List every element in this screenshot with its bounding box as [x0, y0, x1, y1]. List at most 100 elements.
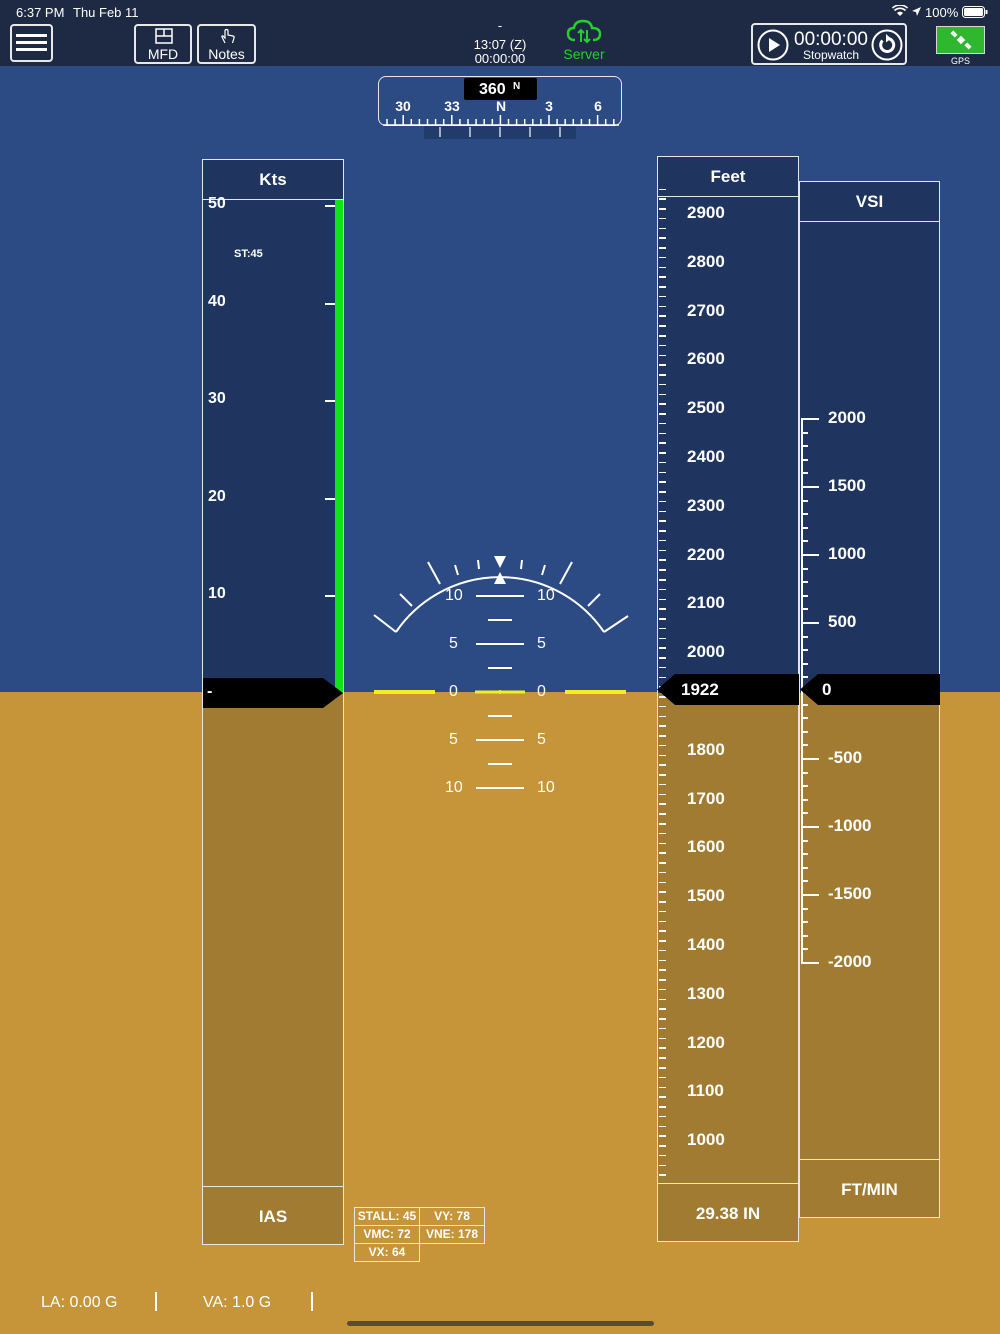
altitude-label: 1400: [687, 935, 725, 954]
altitude-label: 1300: [687, 983, 725, 1003]
stopwatch-panel: 00:00:00 Stopwatch: [751, 23, 907, 65]
location-arrow-icon: [911, 5, 922, 20]
stopwatch-play-button[interactable]: [757, 29, 789, 61]
airspeed-value: -: [207, 683, 213, 700]
vspeed-stall: STALL: 45: [354, 1207, 420, 1226]
vsi-label: -1500: [828, 884, 872, 903]
hamburger-icon: [16, 34, 47, 51]
cloud-sync-icon: [566, 19, 602, 44]
heading-scale-label: 33: [444, 98, 460, 114]
altitude-value: 1922: [681, 680, 719, 699]
vspeed-vx: VX: 64: [354, 1243, 420, 1262]
vsi-label: -2000: [828, 952, 872, 971]
menu-button[interactable]: [10, 24, 53, 62]
stall-marker: ST:45: [234, 248, 263, 260]
status-date: Thu Feb 11: [73, 5, 139, 20]
altitude-label: 1800: [687, 739, 725, 759]
altitude-label: 2200: [687, 544, 725, 564]
heading-scale-label: 30: [395, 98, 411, 114]
altitude-label: 1600: [687, 837, 725, 857]
airspeed-label: 30: [208, 390, 226, 407]
notes-label: Notes: [208, 46, 245, 62]
clock-dash: -: [497, 18, 503, 33]
pitch-label-right: 10: [537, 587, 555, 604]
pitch-label-left: 5: [449, 635, 458, 652]
pitch-label-right: 5: [537, 731, 546, 748]
airspeed-readout: -: [203, 678, 345, 708]
altitude-tape: Feet 2900 2800 2700 2600 2500 2400 2300 2200 210…: [657, 156, 799, 1242]
heading-tape: 360 N 30 33 N 3 6: [378, 76, 622, 126]
vsi-label: 1500: [828, 476, 866, 495]
pitch-label-left: 5: [449, 731, 458, 748]
altitude-label: 2700: [687, 300, 725, 320]
vsi-label: 1000: [828, 544, 866, 563]
altitude-label: 1500: [687, 886, 725, 906]
server-button[interactable]: Server: [556, 18, 612, 64]
gps-label: GPS: [950, 56, 970, 66]
vsi-unit: FT/MIN: [800, 1159, 939, 1217]
altitude-label: 1700: [687, 788, 725, 808]
heading-scale-label: N: [496, 98, 506, 114]
mfd-icon: [155, 28, 173, 44]
altitude-label: 2500: [687, 398, 725, 418]
pitch-label-right: 10: [537, 779, 555, 796]
home-indicator: [347, 1321, 654, 1326]
vertical-accel: VA: 1.0 G: [203, 1294, 272, 1311]
baro-setting[interactable]: 29.38 IN: [658, 1183, 798, 1241]
vsi-tape: VSI 2000 1500 1000 500 -500 -1000 -1500 -2000 F…: [799, 181, 940, 1218]
vsi-label: -1000: [828, 816, 872, 835]
mfd-label: MFD: [147, 46, 179, 62]
elapsed-time: 00:00:00: [474, 51, 526, 66]
gps-button[interactable]: [936, 26, 985, 54]
vsi-title: VSI: [800, 182, 939, 222]
altitude-label: 2300: [687, 495, 725, 515]
vspeed-vy: VY: 78: [419, 1207, 485, 1226]
attitude-indicator: [373, 556, 629, 789]
heading-ticks: 30 33 N 3 6: [383, 98, 619, 126]
altitude-label: 1200: [687, 1032, 725, 1052]
airspeed-type: IAS: [203, 1186, 343, 1244]
vsi-readout: 0: [800, 674, 940, 705]
pitch-label-left: 10: [445, 587, 463, 604]
mfd-button[interactable]: MFD: [134, 24, 192, 64]
altitude-label: 1100: [687, 1081, 724, 1101]
pitch-label-left: 10: [445, 779, 463, 796]
airspeed-label: 10: [208, 585, 226, 602]
airspeed-green-band: [335, 200, 343, 693]
pitch-label-right: 0: [537, 683, 546, 700]
heading-cardinal: N: [513, 81, 521, 92]
bank-pointer: [494, 572, 506, 584]
altitude-label: 2800: [687, 251, 725, 271]
battery-percent: 100%: [925, 5, 959, 20]
airspeed-tape: Kts ST:45 50 40 30 20 10 IAS: [202, 159, 344, 1245]
hand-touch-icon: [221, 28, 235, 44]
battery-icon: [962, 6, 988, 21]
stopwatch-label: Stopwatch: [802, 48, 860, 62]
zulu-time: 13:07 (Z): [473, 37, 527, 52]
heading-subscale: [424, 126, 576, 139]
altitude-label: 1000: [687, 1130, 725, 1150]
altitude-label: 2100: [687, 593, 725, 613]
vspeed-vmc: VMC: 72: [354, 1225, 420, 1244]
bank-pointer-top: [494, 556, 506, 568]
stopwatch-reset-button[interactable]: [871, 29, 903, 61]
altitude-label: 2000: [687, 642, 725, 662]
airspeed-label: 40: [208, 293, 226, 310]
stopwatch-time: 00:00:00: [794, 29, 868, 50]
notes-button[interactable]: Notes: [197, 24, 256, 64]
top-toolbar: 6:37 PM Thu Feb 11 100% MFD Notes - 13:0…: [0, 0, 1000, 66]
satellite-icon: [950, 30, 972, 50]
vsi-label: 2000: [828, 408, 866, 427]
heading-scale-label: 3: [545, 98, 553, 114]
vsi-label: -500: [828, 748, 863, 767]
vspeed-vne: VNE: 178: [419, 1225, 485, 1244]
divider: [311, 1292, 313, 1311]
altitude-unit: Feet: [658, 157, 798, 197]
pitch-label-right: 5: [537, 635, 546, 652]
vsi-value: 0: [822, 680, 832, 699]
play-icon: [757, 29, 789, 61]
vsi-label: 500: [828, 612, 857, 631]
altitude-readout: 1922: [657, 674, 799, 705]
airspeed-label: 50: [208, 195, 226, 212]
airspeed-label: 20: [208, 488, 226, 505]
